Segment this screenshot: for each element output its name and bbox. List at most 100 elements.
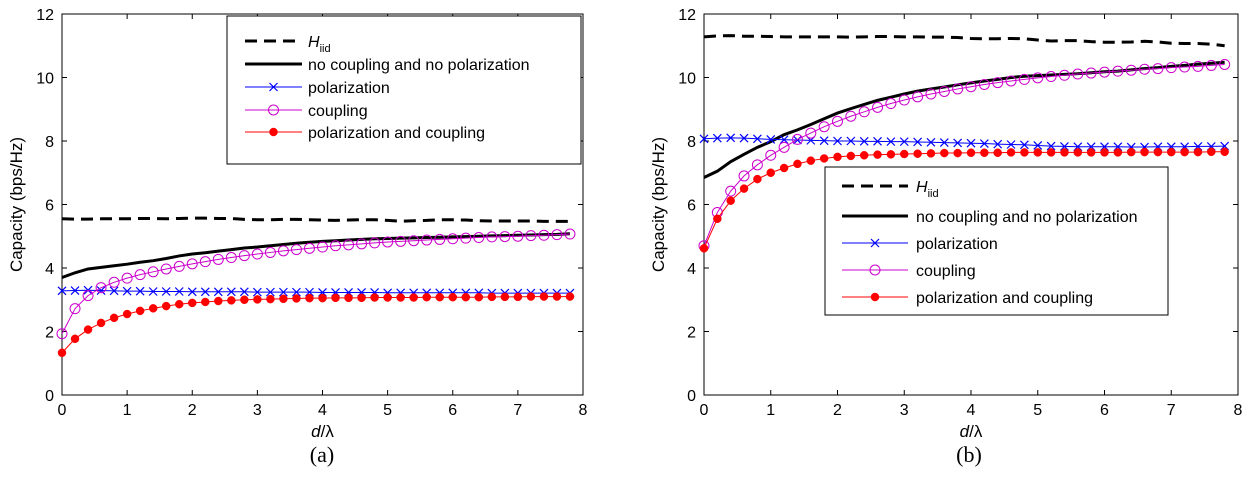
legend-label: coupling: [916, 263, 976, 280]
data-point-filled-circle: [726, 196, 735, 205]
series-line: [703, 151, 1225, 249]
data-point-x-marker: [873, 136, 882, 146]
data-point-x-marker: [846, 136, 856, 146]
data-point-open-circle: [382, 236, 394, 248]
x-marker-stroke: [739, 133, 749, 143]
data-point-x-marker: [187, 287, 197, 297]
data-point-filled-circle: [873, 150, 882, 159]
data-point-x-marker: [1033, 141, 1043, 150]
x-tick-label: 3: [253, 402, 262, 419]
data-point-open-circle: [778, 141, 790, 153]
x-marker-stroke: [726, 133, 736, 143]
data-point-x-marker: [109, 286, 119, 296]
data-point-open-circle: [499, 231, 511, 243]
data-point-filled-circle: [344, 293, 353, 303]
x-marker-stroke: [939, 138, 949, 148]
data-point-open-circle: [869, 264, 881, 276]
data-point-x-marker: [726, 133, 736, 143]
data-point-open-circle: [434, 233, 446, 245]
data-point-x-marker: [200, 287, 210, 297]
data-point-x-marker: [279, 287, 288, 297]
data-point-x-marker: [953, 138, 963, 148]
data-point-filled-circle: [886, 150, 896, 159]
legend-entry: no coupling and no polarization: [245, 57, 530, 74]
legend-label: coupling: [308, 103, 368, 120]
data-point-open-circle: [199, 256, 211, 268]
x-marker-stroke: [70, 286, 80, 295]
data-point-filled-circle: [422, 292, 431, 302]
legend: Hiid no coupling and no polarization polar…: [226, 15, 582, 165]
x-axis-label-rest: /λ: [321, 422, 335, 441]
data-point-x-marker: [859, 136, 869, 146]
y-tick-label: 4: [45, 261, 54, 278]
x-tick-label: 0: [700, 402, 709, 419]
data-point-filled-circle: [1073, 148, 1083, 157]
series-line: [61, 232, 571, 279]
data-point-filled-circle: [448, 292, 457, 302]
series-4: [57, 292, 575, 358]
data-point-open-circle: [725, 185, 737, 197]
data-point-x-marker: [966, 138, 976, 148]
series-0: [703, 34, 1225, 48]
x-marker-stroke: [779, 135, 789, 145]
y-tick-label: 12: [678, 7, 696, 24]
x-marker-stroke: [200, 287, 210, 297]
data-point-filled-circle: [1113, 148, 1123, 157]
data-point-open-circle: [858, 106, 870, 118]
y-tick-label: 8: [687, 134, 696, 151]
data-point-open-circle: [751, 159, 763, 171]
data-point-x-marker: [265, 287, 275, 297]
data-point-open-circle: [1139, 63, 1151, 75]
x-tick-label: 5: [383, 402, 392, 419]
data-point-filled-circle: [819, 154, 829, 163]
series-line: [703, 137, 1225, 148]
data-point-filled-circle: [331, 293, 340, 303]
data-point-filled-circle: [806, 156, 816, 165]
data-point-open-circle: [1018, 73, 1030, 85]
data-point-x-marker: [870, 238, 880, 248]
x-axis-label: d/λ: [960, 422, 983, 441]
data-point-filled-circle: [1006, 148, 1016, 157]
data-point-open-circle: [965, 81, 977, 93]
data-point-x-marker: [819, 136, 829, 146]
data-point-open-circle: [978, 78, 990, 90]
data-point-x-marker: [899, 137, 909, 147]
data-point-open-circle: [805, 127, 817, 139]
data-point-open-circle: [212, 253, 224, 265]
data-point-filled-circle: [526, 292, 536, 301]
data-point-filled-circle: [1100, 148, 1109, 157]
data-point-open-circle: [1205, 59, 1217, 71]
data-point-x-marker: [1046, 141, 1056, 151]
series-line: [61, 289, 570, 294]
data-point-open-circle: [885, 98, 897, 110]
data-point-x-marker: [96, 286, 106, 295]
x-tick-label: 7: [1167, 402, 1176, 419]
data-point-x-marker: [135, 286, 145, 296]
data-point-filled-circle: [552, 292, 562, 301]
data-point-filled-circle: [1033, 148, 1042, 157]
data-point-open-circle: [356, 238, 368, 250]
y-tick-label: 0: [45, 388, 54, 405]
data-point-x-marker: [1006, 140, 1016, 149]
x-marker-stroke: [913, 137, 923, 147]
data-point-open-circle: [551, 229, 563, 241]
x-marker-stroke: [279, 287, 288, 297]
x-marker-stroke: [833, 136, 842, 146]
data-point-open-circle: [317, 241, 328, 253]
data-point-open-circle: [173, 260, 185, 272]
data-point-filled-circle: [913, 149, 922, 158]
data-point-filled-circle: [269, 127, 278, 137]
data-point-x-marker: [174, 287, 184, 296]
data-point-open-circle: [277, 245, 289, 257]
data-point-open-circle: [121, 272, 133, 284]
x-marker-stroke: [953, 138, 963, 148]
data-point-filled-circle: [279, 294, 288, 304]
data-point-open-circle: [160, 263, 172, 275]
panel-label: (a): [310, 442, 334, 467]
data-point-filled-circle: [980, 148, 989, 157]
data-point-filled-circle: [993, 148, 1002, 157]
data-point-filled-circle: [1193, 147, 1203, 157]
data-point-x-marker: [752, 134, 762, 144]
